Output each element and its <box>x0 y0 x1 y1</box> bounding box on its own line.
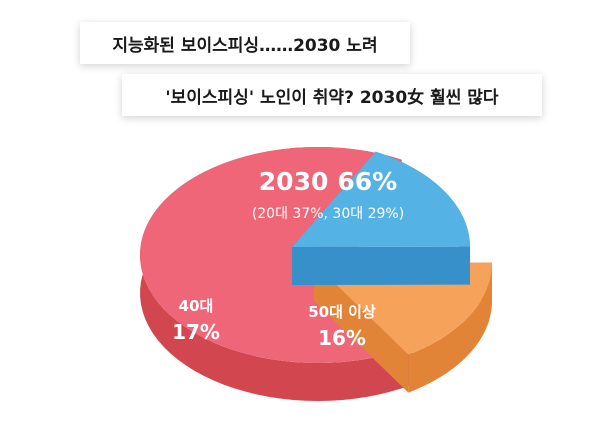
headline-2: '보이스피싱' 노인이 취약? 2030女 훨씬 많다 <box>122 74 542 116</box>
slice-50-edge-end <box>314 263 409 393</box>
slice-50-label: 50대 이상 <box>308 303 376 321</box>
slice-50-value: 16% <box>318 326 366 350</box>
slice-40-label: 40대 <box>179 297 214 315</box>
slice-40-value: 17% <box>172 320 220 344</box>
slice-40-edge-end <box>292 246 470 285</box>
slice-2030-label: 2030 <box>259 167 329 196</box>
slice-50-top <box>314 262 492 355</box>
slice-2030-title: 2030 66% <box>259 167 397 196</box>
slice-50-side <box>408 262 492 393</box>
slice-2030-value: 66% <box>337 167 397 196</box>
slice-40-top <box>292 151 470 247</box>
headline-1: 지능화된 보이스피싱……2030 노려 <box>80 22 410 64</box>
slice-2030-detail: (20대 37%, 30대 29%) <box>252 206 404 222</box>
